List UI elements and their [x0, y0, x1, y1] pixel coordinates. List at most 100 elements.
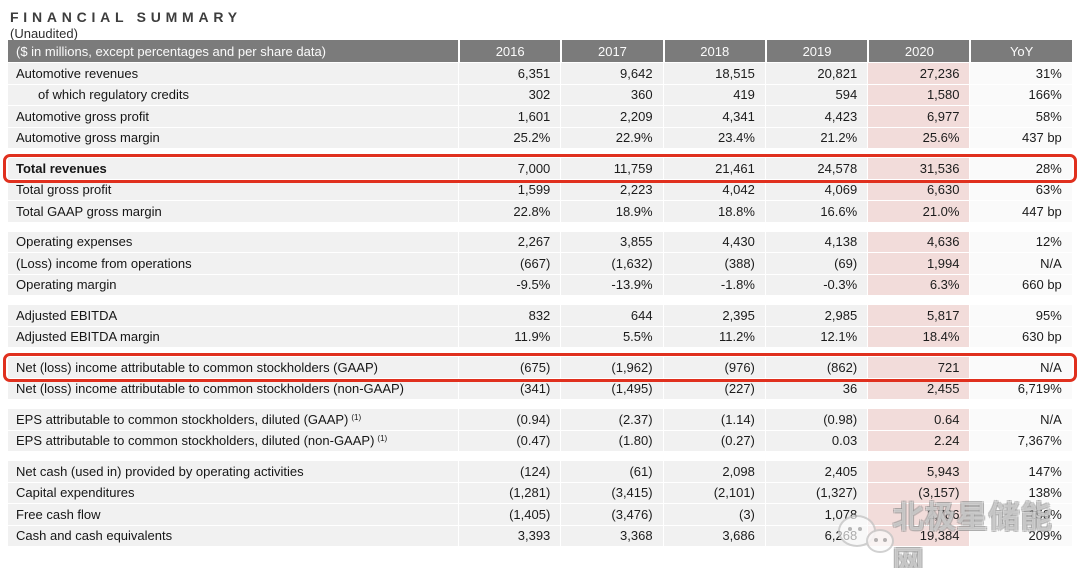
cell-2019: 2,405: [764, 461, 868, 482]
cell-2017: 9,642: [560, 63, 663, 84]
cell-2019: (1,327): [764, 482, 868, 503]
cell-2019: 4,423: [764, 106, 868, 127]
cell-2017: (3,476): [560, 504, 663, 525]
table-section: EPS attributable to common stockholders,…: [8, 409, 1072, 451]
cell-2017: (3,415): [560, 482, 663, 503]
cell-YoY: 447 bp: [969, 201, 1072, 222]
cell-2016: 1,599: [458, 179, 561, 200]
table-row: Automotive gross margin 25.2% 22.9% 23.4% 21…: [8, 127, 1072, 148]
cell-2016: (1,281): [458, 482, 561, 503]
table-row: Total revenues 7,000 11,759 21,461 24,578 31,…: [3, 154, 1077, 183]
page-subtitle: (Unaudited): [10, 26, 78, 41]
cell-2018: -1.8%: [662, 274, 765, 295]
cell-2019: 12.1%: [764, 326, 868, 347]
cell-2017: 644: [560, 305, 663, 326]
row-label: Automotive revenues: [8, 63, 458, 84]
cell-2016: 832: [458, 305, 561, 326]
cell-2017: (1.80): [560, 430, 663, 451]
footnote-ref: (1): [351, 412, 362, 422]
table-header-year-YoY: YoY: [969, 40, 1072, 62]
cell-2017: 2,223: [560, 179, 663, 200]
cell-2017: 18.9%: [560, 201, 663, 222]
cell-YoY: 95%: [969, 305, 1072, 326]
table-row: Adjusted EBITDA margin 11.9% 5.5% 11.2% 12.1…: [8, 326, 1072, 347]
table-header-year-2019: 2019: [764, 40, 868, 62]
cell-2019: 594: [764, 84, 868, 105]
cell-YoY: N/A: [969, 357, 1072, 378]
row-label: Automotive gross margin: [8, 127, 458, 148]
cell-2018: 18,515: [662, 63, 765, 84]
cell-2018: 21,461: [662, 158, 765, 179]
cell-2020: 2.24: [867, 430, 970, 451]
cell-2017: 3,855: [560, 231, 663, 252]
cell-2017: (1,962): [560, 357, 663, 378]
table-row: EPS attributable to common stockholders,…: [8, 409, 1072, 430]
cell-2017: 5.5%: [560, 326, 663, 347]
table-row: Operating margin -9.5% -13.9% -1.8% -0.3% 6.3…: [8, 274, 1072, 295]
cell-2020: 21.0%: [867, 201, 970, 222]
cell-2018: 18.8%: [662, 201, 765, 222]
cell-2016: 2,267: [458, 231, 561, 252]
table-row: (Loss) income from operations (667) (1,632…: [8, 253, 1072, 274]
cell-YoY: 147%: [969, 461, 1072, 482]
table-header-label: ($ in millions, except percentages and p…: [8, 40, 458, 62]
cell-2020: 6.3%: [867, 274, 970, 295]
cell-2016: 3,393: [458, 525, 561, 546]
cell-2019: 6,268: [764, 525, 868, 546]
cell-2018: (3): [662, 504, 765, 525]
cell-2018: 2,098: [662, 461, 765, 482]
table-section: Total revenues 7,000 11,759 21,461 24,578 31,…: [3, 154, 1077, 222]
table-row: Total GAAP gross margin 22.8% 18.9% 18.8% 16…: [8, 201, 1072, 222]
table-row: Automotive revenues 6,351 9,642 18,515 20,82…: [8, 63, 1072, 84]
row-label: Total gross profit: [8, 179, 458, 200]
cell-2020: 19,384: [867, 525, 970, 546]
row-label: Net (loss) income attributable to common…: [8, 378, 458, 399]
cell-2019: 24,578: [764, 158, 868, 179]
cell-2017: 22.9%: [560, 127, 663, 148]
cell-2019: -0.3%: [764, 274, 868, 295]
cell-2020: 27,236: [867, 63, 970, 84]
row-label: Operating expenses: [8, 231, 458, 252]
cell-2017: 11,759: [560, 158, 663, 179]
cell-2018: 419: [662, 84, 765, 105]
cell-YoY: 138%: [969, 482, 1072, 503]
row-label: EPS attributable to common stockholders,…: [8, 430, 458, 451]
table-header-year-2020: 2020: [867, 40, 970, 62]
cell-2019: (69): [764, 253, 868, 274]
cell-2020: 6,977: [867, 106, 970, 127]
cell-2020: 5,943: [867, 461, 970, 482]
cell-2016: 1,601: [458, 106, 561, 127]
cell-2016: 22.8%: [458, 201, 561, 222]
cell-2018: (976): [662, 357, 765, 378]
row-label: (Loss) income from operations: [8, 253, 458, 274]
row-label: Total revenues: [8, 158, 458, 179]
cell-2018: (0.27): [662, 430, 765, 451]
cell-2016: 302: [458, 84, 561, 105]
table-row: Net cash (used in) provided by operating…: [8, 461, 1072, 482]
cell-2020: 6,630: [867, 179, 970, 200]
table-row: Capital expenditures (1,281) (3,415) (2,101…: [8, 482, 1072, 503]
cell-2019: 2,985: [764, 305, 868, 326]
cell-2017: 3,368: [560, 525, 663, 546]
financial-table: ($ in millions, except percentages and p…: [3, 40, 1077, 556]
row-label: Free cash flow: [8, 504, 458, 525]
cell-2019: 4,069: [764, 179, 868, 200]
cell-2018: 11.2%: [662, 326, 765, 347]
row-label: of which regulatory credits: [8, 84, 458, 105]
cell-2017: (2.37): [560, 409, 663, 430]
cell-YoY: 7,367%: [969, 430, 1072, 451]
row-label: Cash and cash equivalents: [8, 525, 458, 546]
cell-YoY: 630 bp: [969, 326, 1072, 347]
cell-YoY: 31%: [969, 63, 1072, 84]
cell-2016: (0.47): [458, 430, 561, 451]
row-label: Net (loss) income attributable to common…: [8, 357, 458, 378]
cell-2020: 2,786: [867, 504, 970, 525]
cell-2016: 7,000: [458, 158, 561, 179]
table-row: Net (loss) income attributable to common…: [3, 353, 1077, 382]
table-row: Adjusted EBITDA 832 644 2,395 2,985 5,817 95%: [8, 305, 1072, 326]
cell-YoY: N/A: [969, 409, 1072, 430]
cell-2016: 11.9%: [458, 326, 561, 347]
row-label: Adjusted EBITDA: [8, 305, 458, 326]
page-title: FINANCIAL SUMMARY: [10, 9, 242, 25]
